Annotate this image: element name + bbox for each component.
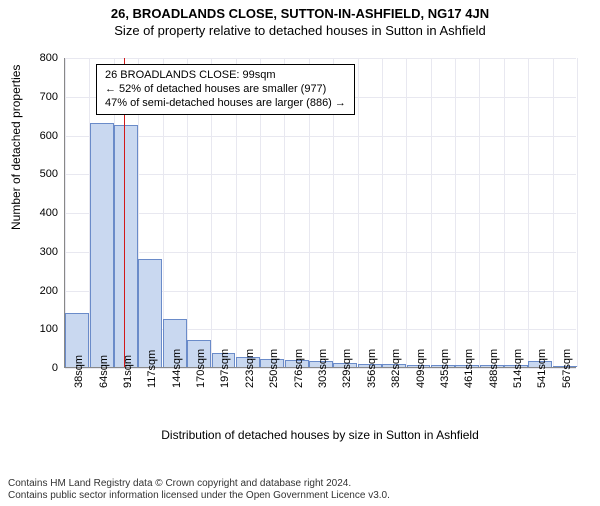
annotation-line-1: 26 BROADLANDS CLOSE: 99sqm <box>105 69 346 83</box>
x-tick-label: 144sqm <box>171 382 183 388</box>
gridline-h <box>65 213 576 214</box>
y-tick-label: 600 <box>24 130 58 142</box>
x-axis-label: Distribution of detached houses by size … <box>64 428 576 442</box>
y-tick-label: 700 <box>24 91 58 103</box>
y-tick-label: 0 <box>24 362 58 374</box>
x-tick-label: 382sqm <box>390 382 402 388</box>
x-tick-label: 64sqm <box>98 382 110 388</box>
x-tick-label: 435sqm <box>439 382 451 388</box>
x-tick-label: 197sqm <box>219 382 231 388</box>
gridline-v <box>455 58 456 367</box>
footer-line-2: Contains public sector information licen… <box>8 490 390 502</box>
gridline-h <box>65 136 576 137</box>
x-tick-label: 38sqm <box>73 382 85 388</box>
chart-title: 26, BROADLANDS CLOSE, SUTTON-IN-ASHFIELD… <box>0 6 600 21</box>
gridline-h <box>65 58 576 59</box>
gridline-v <box>504 58 505 367</box>
y-tick-label: 800 <box>24 52 58 64</box>
x-tick-label: 250sqm <box>268 382 280 388</box>
x-tick-label: 567sqm <box>561 382 573 388</box>
footer-line-1: Contains HM Land Registry data © Crown c… <box>8 478 390 490</box>
gridline-v <box>358 58 359 367</box>
x-tick-label: 329sqm <box>341 382 353 388</box>
x-tick-label: 170sqm <box>195 382 207 388</box>
x-tick-label: 409sqm <box>415 382 427 388</box>
x-tick-label: 541sqm <box>536 382 548 388</box>
x-tick-label: 276sqm <box>293 382 305 388</box>
y-tick-label: 200 <box>24 285 58 297</box>
chart-subtitle: Size of property relative to detached ho… <box>0 23 600 38</box>
gridline-v <box>553 58 554 367</box>
gridline-v <box>577 58 578 367</box>
y-axis-label: Number of detached properties <box>9 210 23 230</box>
histogram-bar <box>114 125 138 367</box>
x-tick-label: 356sqm <box>366 382 378 388</box>
annotation-line-2: ← 52% of detached houses are smaller (97… <box>105 83 346 97</box>
footer-attribution: Contains HM Land Registry data © Crown c… <box>8 478 390 502</box>
y-tick-label: 300 <box>24 246 58 258</box>
gridline-v <box>479 58 480 367</box>
x-tick-label: 117sqm <box>146 382 158 388</box>
x-tick-label: 488sqm <box>488 382 500 388</box>
gridline-v <box>382 58 383 367</box>
x-tick-label: 514sqm <box>512 382 524 388</box>
annotation-box: 26 BROADLANDS CLOSE: 99sqm ← 52% of deta… <box>96 64 355 115</box>
gridline-h <box>65 174 576 175</box>
gridline-v <box>431 58 432 367</box>
gridline-v <box>528 58 529 367</box>
x-tick-label: 303sqm <box>317 382 329 388</box>
x-tick-label: 91sqm <box>122 382 134 388</box>
histogram-bar <box>90 123 114 367</box>
gridline-v <box>406 58 407 367</box>
y-tick-label: 100 <box>24 323 58 335</box>
x-tick-label: 461sqm <box>463 382 475 388</box>
x-tick-label: 223sqm <box>244 382 256 388</box>
annotation-line-3: 47% of semi-detached houses are larger (… <box>105 97 346 111</box>
gridline-h <box>65 252 576 253</box>
y-tick-label: 400 <box>24 207 58 219</box>
y-tick-label: 500 <box>24 168 58 180</box>
